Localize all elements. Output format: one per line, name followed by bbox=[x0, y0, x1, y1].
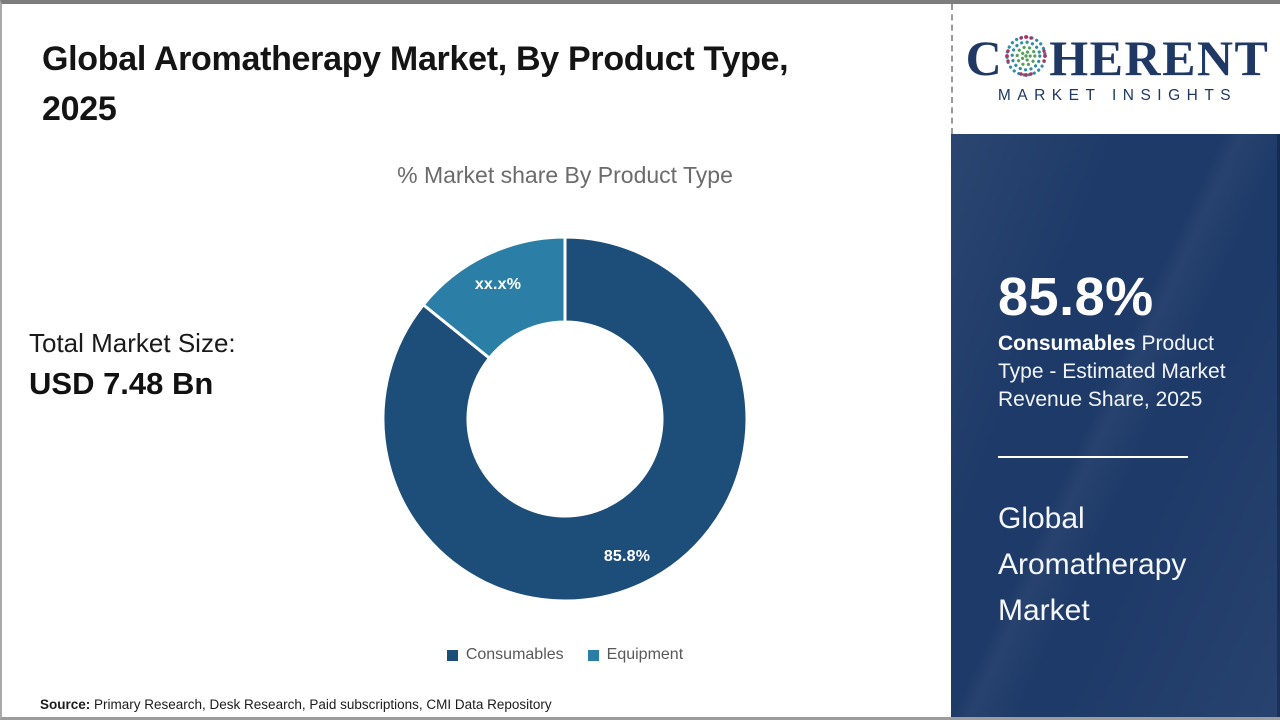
brand-letter-c: C bbox=[965, 30, 1004, 86]
panel-divider bbox=[998, 456, 1188, 458]
slide-title-line2: 2025 bbox=[42, 90, 117, 128]
source-line: Source: Primary Research, Desk Research,… bbox=[40, 697, 552, 712]
total-market-value: USD 7.48 Bn bbox=[29, 366, 214, 401]
slice-label-consumables: 85.8% bbox=[603, 548, 651, 565]
total-market-label: Total Market Size: bbox=[29, 328, 236, 358]
brand-letters-rest: HERENT bbox=[1049, 30, 1270, 86]
highlight-stat-rest: Product Type - Estimated Market Revenue … bbox=[998, 332, 1226, 411]
slide-title-line1: Global Aromatherapy Market, By Product T… bbox=[42, 40, 789, 78]
legend-item-consumables: Consumables bbox=[446, 646, 564, 664]
legend-item-equipment: Equipment bbox=[587, 646, 684, 664]
brand-subtext: MARKET INSIGHTS bbox=[997, 87, 1238, 104]
chart-subtitle: % Market share By Product Type bbox=[397, 162, 733, 188]
legend-label-equipment: Equipment bbox=[606, 646, 684, 663]
total-market-block: Total Market Size: USD 7.48 Bn bbox=[29, 328, 236, 402]
brand-wordmark: C HERENT bbox=[966, 33, 1270, 83]
panel-market-title: Global Aromatherapy Market bbox=[998, 502, 1187, 627]
donut-slice-equipment bbox=[421, 237, 567, 360]
highlight-stat-value: 85.8% bbox=[998, 267, 1154, 327]
source-text: Primary Research, Desk Research, Paid su… bbox=[90, 697, 552, 712]
globe-logo-icon bbox=[1005, 35, 1048, 77]
legend-swatch-consumables-icon bbox=[446, 649, 458, 661]
highlight-panel: 85.8% Consumables Product Type - Estimat… bbox=[951, 134, 1280, 717]
chart-legend: Consumables Equipment bbox=[383, 646, 747, 664]
source-label: Source: bbox=[40, 697, 91, 712]
legend-label-consumables: Consumables bbox=[465, 646, 564, 663]
slice-label-equipment: xx.x% bbox=[474, 276, 522, 293]
donut-chart-svg bbox=[383, 237, 747, 601]
highlight-stat-description: Consumables Product Type - Estimated Mar… bbox=[998, 330, 1238, 414]
slide-title: Global Aromatherapy Market, By Product T… bbox=[42, 34, 937, 134]
donut-slice-consumables bbox=[383, 237, 747, 601]
donut-chart: xx.x% 85.8% bbox=[383, 237, 747, 601]
legend-swatch-equipment-icon bbox=[587, 649, 599, 661]
highlight-stat-category: Consumables bbox=[998, 332, 1136, 355]
brand-logo-area: C HERENT MARKET INSIGHTS bbox=[951, 4, 1280, 134]
